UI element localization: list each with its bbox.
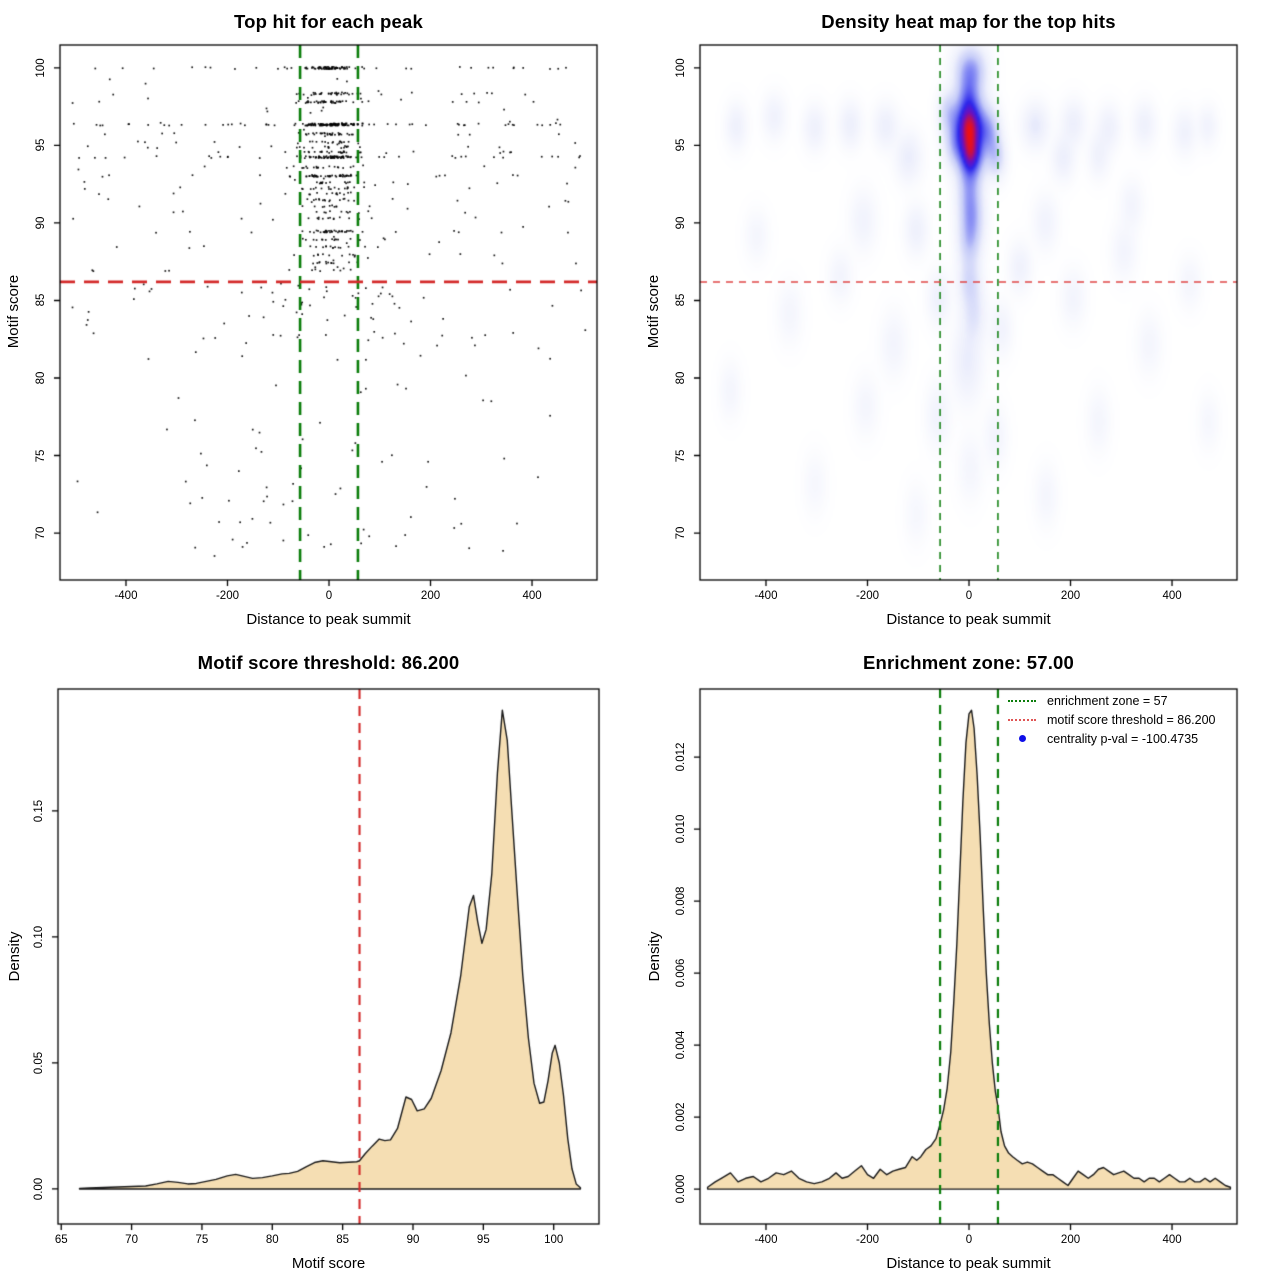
x-axis-label: Distance to peak summit: [246, 611, 411, 628]
panel-distance-density: Enrichment zone: 57.00 Distance to peak …: [640, 640, 1280, 1280]
x-tick-label: -200: [855, 1234, 879, 1246]
y-tick-label: 85: [35, 294, 47, 307]
legend-item: centrality p-val = -100.4735: [1008, 730, 1216, 747]
x-tick-label: 200: [1060, 590, 1081, 602]
y-tick-label: 70: [675, 526, 687, 540]
y-tick-label: 0.000: [675, 1174, 687, 1204]
x-tick-label: 100: [544, 1234, 564, 1246]
x-tick-label: 80: [265, 1234, 279, 1246]
y-tick-label: 75: [675, 449, 687, 462]
y-tick-label: 0.010: [675, 814, 687, 844]
x-tick-label: -400: [114, 590, 138, 602]
x-tick-label: 95: [476, 1234, 490, 1246]
y-tick-label: 70: [35, 526, 47, 540]
legend-item-label: motif score threshold = 86.200: [1047, 712, 1216, 727]
x-tick-label: 0: [325, 590, 333, 602]
legend-point-swatch: [1008, 735, 1036, 742]
x-tick-label: 400: [1162, 1234, 1182, 1246]
panel-scatter-top-hits: Top hit for each peak Distance to peak s…: [0, 0, 640, 640]
x-tick-label: 200: [420, 590, 441, 602]
x-axis-label: Distance to peak summit: [886, 611, 1051, 628]
legend-line-swatch: [1008, 699, 1036, 702]
x-tick-label: 400: [522, 590, 542, 602]
x-tick-label: -400: [754, 1234, 778, 1246]
y-axis-label: Density: [646, 931, 663, 982]
y-tick-label: 95: [35, 139, 47, 152]
score-density-plot-canvas: [0, 640, 640, 1280]
y-tick-label: 80: [35, 371, 47, 385]
y-tick-label: 0.012: [675, 742, 687, 772]
x-tick-label: -200: [215, 590, 239, 602]
x-axis-label: Motif score: [291, 1255, 366, 1272]
y-tick-label: 0.006: [675, 958, 687, 988]
legend-item: motif score threshold = 86.200: [1008, 711, 1216, 728]
y-axis-label: Motif score: [645, 274, 662, 349]
x-tick-label: 0: [965, 1234, 973, 1246]
y-tick-label: 90: [35, 216, 47, 230]
y-tick-label: 0.00: [33, 1177, 45, 1201]
legend-line-swatch: [1008, 718, 1036, 721]
x-tick-label: 75: [195, 1234, 209, 1246]
heatmap-plot-canvas: [640, 0, 1280, 640]
x-tick-label: 0: [965, 590, 973, 602]
y-tick-label: 100: [675, 58, 687, 78]
x-tick-label: -400: [754, 590, 778, 602]
panel-density-heatmap: Density heat map for the top hits Distan…: [640, 0, 1280, 640]
y-tick-label: 0.002: [675, 1102, 687, 1132]
y-tick-label: 0.004: [675, 1030, 687, 1060]
x-tick-label: 85: [336, 1234, 350, 1246]
x-tick-label: 70: [125, 1234, 138, 1246]
x-tick-label: 65: [54, 1234, 68, 1246]
legend-item: enrichment zone = 57: [1008, 692, 1216, 709]
y-tick-label: 80: [675, 371, 687, 385]
panel-title: Top hit for each peak: [234, 11, 423, 32]
y-tick-label: 95: [675, 139, 687, 152]
y-tick-label: 75: [35, 449, 47, 462]
y-tick-label: 85: [675, 294, 687, 307]
panel-motif-score-density: Motif score threshold: 86.200 Motif scor…: [0, 640, 640, 1280]
x-tick-label: -200: [855, 590, 879, 602]
scatter-plot-canvas: [0, 0, 640, 640]
y-tick-label: 0.10: [33, 925, 45, 949]
x-tick-label: 400: [1162, 590, 1182, 602]
panel-title: Motif score threshold: 86.200: [197, 652, 460, 673]
x-tick-label: 200: [1060, 1234, 1081, 1246]
y-tick-label: 0.05: [33, 1051, 45, 1075]
y-tick-label: 0.15: [33, 799, 45, 823]
panel-title: Density heat map for the top hits: [821, 11, 1116, 32]
x-tick-label: 90: [406, 1234, 420, 1246]
y-axis-label: Density: [6, 931, 23, 982]
y-tick-label: 90: [675, 216, 687, 230]
y-axis-label: Motif score: [5, 274, 22, 349]
y-tick-label: 100: [35, 58, 47, 78]
legend-item-label: centrality p-val = -100.4735: [1047, 731, 1199, 746]
x-axis-label: Distance to peak summit: [886, 1255, 1051, 1272]
y-tick-label: 0.008: [675, 886, 687, 916]
distance-density-plot-canvas: [640, 640, 1280, 1280]
legend: enrichment zone = 57 motif score threshol…: [1008, 692, 1216, 747]
legend-item-label: enrichment zone = 57: [1047, 693, 1168, 708]
panel-title: Enrichment zone: 57.00: [862, 652, 1075, 673]
